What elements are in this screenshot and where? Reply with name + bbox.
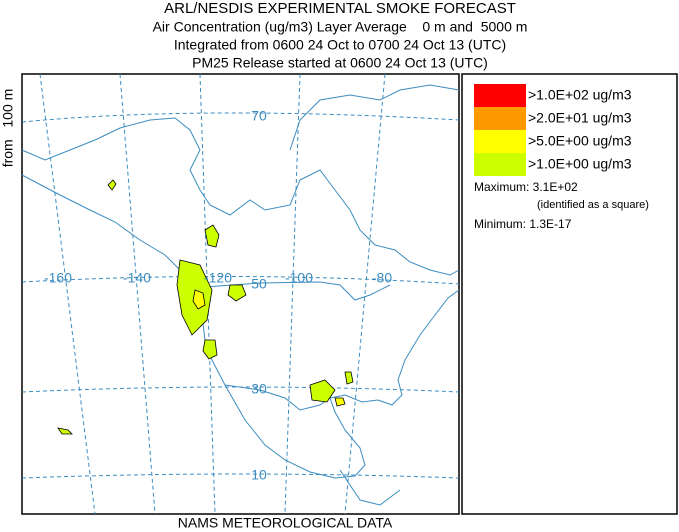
legend-label: >1.0E+02 ug/m3 — [528, 87, 632, 103]
grid-line — [21, 275, 460, 285]
legend-label: >2.0E+01 ug/m3 — [528, 110, 632, 126]
lat-label: 30 — [251, 381, 267, 397]
legend-swatch — [474, 84, 526, 107]
border — [224, 384, 331, 411]
smoke-plume — [57, 427, 73, 435]
grid-line — [344, 73, 386, 515]
grid-line — [284, 73, 301, 515]
lat-label: 10 — [251, 467, 267, 483]
lon-label: -80 — [372, 270, 392, 286]
smoke-plume — [202, 339, 218, 360]
lon-label: -120 — [204, 270, 232, 286]
coastline — [21, 84, 460, 506]
graticule-labels: 70 50 30 10 -160 -140 -120 -100 -80 — [44, 108, 392, 483]
coastline — [21, 117, 460, 276]
grid-line — [21, 473, 460, 479]
legend-label: >1.0E+00 ug/m3 — [528, 156, 632, 172]
grid-line — [119, 73, 156, 515]
side-label: from 100 m — [0, 89, 16, 168]
legend-swatch — [474, 107, 526, 130]
legend-label: >5.0E+00 ug/m3 — [528, 133, 632, 149]
smoke-plume — [204, 224, 220, 248]
minimum: Minimum: 1.3E-17 — [474, 217, 572, 231]
subtitle: Integrated from 0600 24 Oct to 0700 24 O… — [174, 37, 506, 53]
map: 70 50 30 10 -160 -140 -120 -100 -80 — [21, 73, 460, 515]
coastline — [289, 84, 460, 151]
lat-label: 50 — [251, 276, 267, 292]
coastline — [339, 469, 401, 506]
coastline — [139, 239, 460, 479]
smoke-plume — [227, 284, 247, 302]
maximum-note: (identified as a square) — [537, 199, 649, 211]
subtitle: PM25 Release started at 0600 24 Oct 13 (… — [192, 55, 488, 71]
title: ARL/NESDIS EXPERIMENTAL SMOKE FORECAST — [164, 0, 516, 17]
lon-label: -160 — [44, 270, 72, 286]
subtitle: Air Concentration (ug/m3) Layer Average … — [153, 19, 528, 35]
smoke-plume — [309, 379, 336, 403]
grid-line — [39, 73, 96, 515]
lon-label: -100 — [285, 270, 313, 286]
legend: >1.0E+02 ug/m3 >2.0E+01 ug/m3 >5.0E+00 ug/… — [474, 84, 632, 176]
legend-swatch — [474, 153, 526, 176]
maximum: Maximum: 3.1E+02 — [474, 180, 578, 194]
lon-label: -140 — [123, 270, 151, 286]
grid-line — [21, 112, 460, 123]
coastline — [21, 174, 141, 241]
smoke-plume — [192, 289, 206, 310]
smoke-plume — [107, 179, 117, 191]
border — [204, 281, 391, 301]
lat-label: 70 — [251, 108, 267, 124]
smoke-plume — [334, 397, 346, 407]
footer: NAMS METEOROLOGICAL DATA — [178, 515, 393, 531]
legend-swatch — [474, 130, 526, 153]
smoke — [57, 179, 354, 435]
smoke-plume — [344, 371, 354, 385]
